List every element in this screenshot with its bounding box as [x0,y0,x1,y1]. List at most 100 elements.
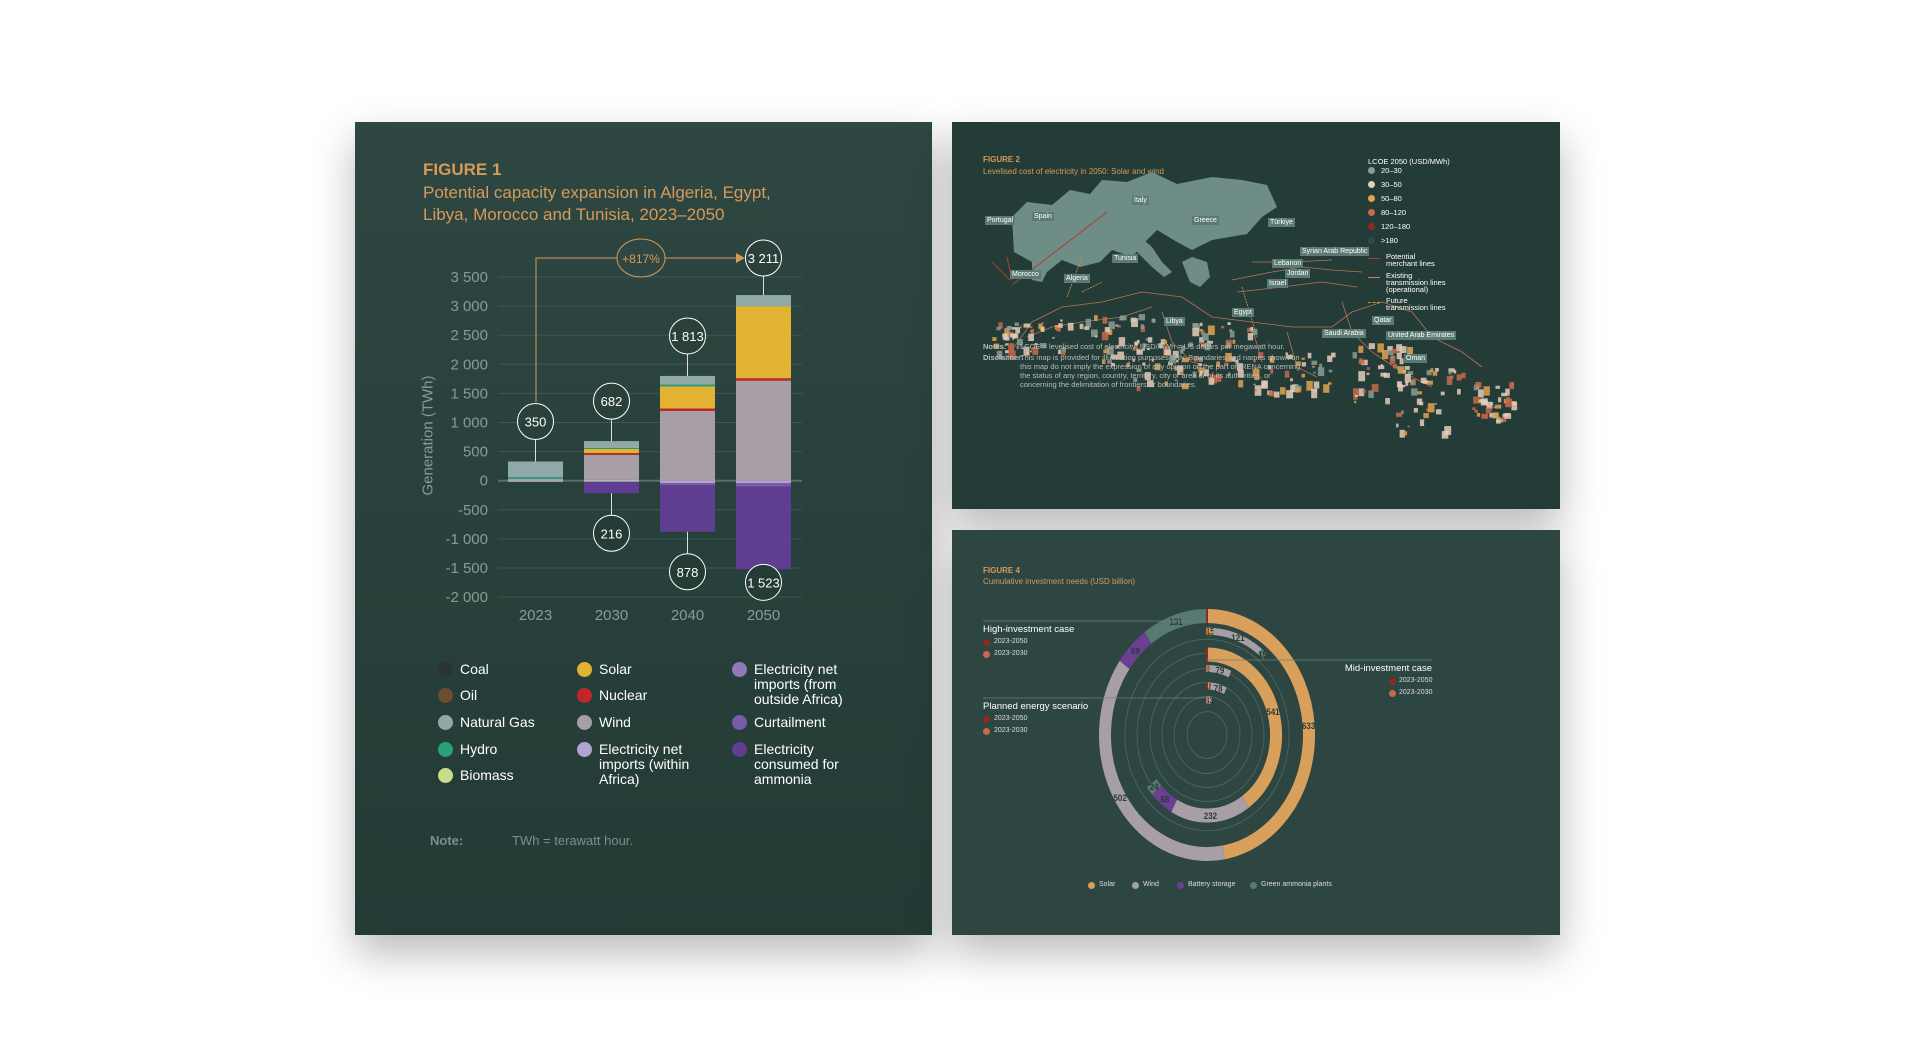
lcoe-patch [1180,349,1184,354]
lcoe-patch [1126,363,1130,368]
disclaimer-label: Disclaimer: [983,353,1024,362]
lcoe-patch [1410,380,1415,386]
lcoe-patch [1006,326,1013,330]
lcoe-patch [1319,363,1323,368]
legend-label: 20–30 [1381,166,1402,175]
lcoe-patch [1387,350,1394,356]
lcoe-patch [1273,391,1280,398]
y-tick-label: -500 [458,502,488,519]
bar-segment-wind [736,380,791,481]
lcoe-patch [1405,381,1409,386]
legend-swatch-icon [438,742,453,757]
legend-swatch-icon [438,715,453,730]
lcoe-patch [1164,349,1172,356]
legend-label: Potential merchant lines [1386,252,1435,268]
lcoe-patch [1196,366,1201,370]
lcoe-patch [1136,349,1143,355]
lcoe-patch [1136,368,1142,372]
period-marker [1206,627,1208,635]
lcoe-patch [1224,362,1229,366]
bar-segment-nuclear [660,408,715,411]
lcoe-patch [1115,324,1119,327]
lcoe-patch [1441,431,1449,439]
total-positive-label: 3 211 [748,251,780,266]
lcoe-patch [1453,370,1457,374]
lcoe-patch [1041,326,1045,332]
lcoe-patch [1358,345,1364,353]
x-tick-label: 2030 [595,607,628,624]
lcoe-patch [1028,333,1034,341]
country-label-qatar: Qatar [1372,316,1394,325]
lcoe-patch [1199,372,1202,377]
lcoe-patch [1101,331,1109,341]
lcoe-patch [1238,380,1244,388]
lcoe-patch [1120,315,1127,321]
lcoe-patch [1011,327,1016,330]
lcoe-patch [1417,391,1422,395]
lcoe-patch [1085,318,1092,328]
lcoe-patch [1056,327,1061,332]
lcoe-patch [1482,399,1486,403]
legend-swatch-icon [1088,882,1095,889]
lcoe-patch [1446,376,1453,385]
legend-swatch-icon [1368,195,1375,202]
lcoe-patch [996,350,1003,359]
case-title: Planned energy scenario [983,701,1089,712]
ring-segment-green-ammonia-plants [1146,778,1162,795]
lcoe-patch [1061,350,1066,356]
ring-segment-battery-storage [1119,632,1152,670]
lcoe-patch [1390,357,1394,360]
lcoe-patch [1002,333,1008,340]
legend-swatch-icon [1250,882,1257,889]
period-swatch-icon [983,639,990,646]
country-label-libya: Libya [1164,317,1185,326]
y-tick-label: 1 000 [450,415,488,432]
bar-segment-nuclear [736,378,791,381]
y-tick-label: 500 [463,444,488,461]
lcoe-patch [1029,325,1033,329]
lcoe-patch [1204,342,1211,351]
total-bubble [669,317,706,355]
lcoe-patch [1107,360,1112,364]
case-period-item: 2023-2030 [983,727,1027,737]
ring-segment-green-ammonia-plants [1144,608,1208,644]
ring-value-label: 131 [1169,616,1182,627]
lcoe-patch [1199,337,1205,343]
bar-segment-electricity-net-imports-within-africa- [736,480,791,484]
lcoe-patch [1284,370,1290,378]
bar-segment-electricity-consumed-for-ammonia [736,486,791,570]
ring-value-label: 69 [1131,645,1140,656]
x-tick-label: 2040 [671,607,704,624]
y-tick-label: 3 500 [450,269,488,286]
lcoe-patch [1435,409,1442,415]
ring-value-label: 15 [1206,626,1215,637]
lcoe-patch [1509,382,1515,390]
lcoe-patch [1188,342,1193,348]
lcoe-patch [1358,388,1365,397]
lcoe-patch [1253,383,1256,386]
reference-circle [1124,638,1290,832]
lcoe-patch [1368,343,1375,350]
lcoe-patch [1058,349,1061,355]
lcoe-patch [1419,419,1425,427]
period-label: 2023-2050 [1399,677,1433,684]
lcoe-patch [1021,346,1025,350]
lcoe-patch [1396,423,1399,428]
bar-segment-solar [584,448,639,454]
lcoe-patch [1041,322,1044,325]
lcoe-patch [1176,359,1179,363]
lcoe-patch [1502,416,1507,422]
lcoe-patch [1434,403,1438,405]
lcoe-patch [1026,351,1029,354]
lcoe-patch [996,326,1001,331]
lcoe-patch [1005,350,1009,354]
lcoe-patch [1358,360,1365,365]
growth-arrow-line [535,257,740,402]
lcoe-patch [1401,410,1404,415]
lcoe-patch [1192,327,1200,337]
lcoe-patch [1397,366,1405,374]
lcoe-patch [1492,412,1499,419]
lcoe-patch [1397,384,1403,392]
period-marker [1206,682,1208,690]
lcoe-patch [1200,322,1203,327]
